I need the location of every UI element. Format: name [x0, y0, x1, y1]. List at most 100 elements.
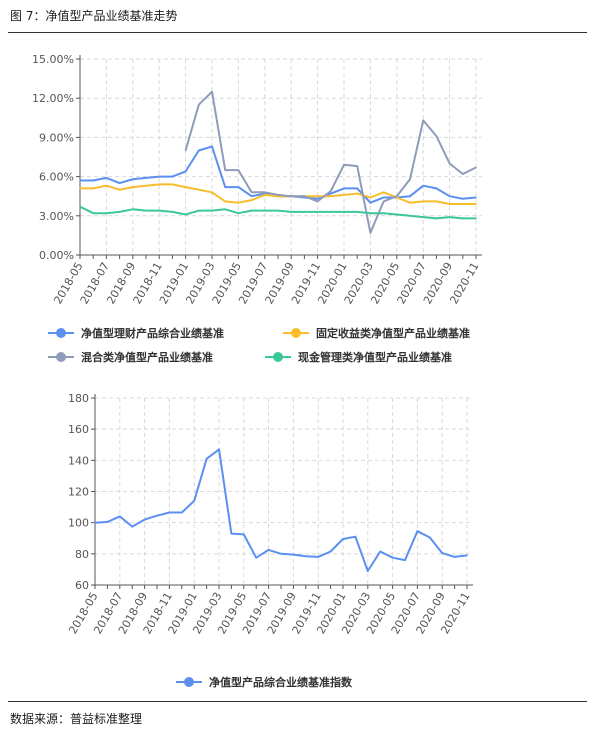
data-point	[118, 188, 121, 191]
data-point	[211, 209, 213, 212]
data-point	[79, 187, 81, 190]
data-point	[250, 195, 253, 197]
legend-marker	[273, 352, 283, 362]
data-point	[171, 175, 174, 178]
data-point	[171, 211, 174, 213]
y-tick-label: 80	[75, 548, 89, 561]
legend-label: 固定收益类净值型产品业绩基准	[316, 326, 470, 340]
data-point	[250, 191, 253, 194]
data-point	[106, 521, 109, 523]
data-point	[466, 554, 468, 557]
data-point	[416, 530, 419, 533]
data-point	[382, 212, 385, 214]
data-point	[237, 169, 240, 171]
data-point	[435, 135, 438, 137]
data-point	[224, 186, 226, 188]
y-tick-label: 100	[68, 517, 89, 530]
data-point	[79, 205, 81, 208]
data-point	[441, 552, 444, 554]
data-point	[143, 518, 146, 521]
data-point	[453, 556, 456, 558]
chart-1: 0.00%3.00%6.00%9.00%12.00%15.00%2018-052…	[32, 53, 482, 364]
data-point	[158, 175, 160, 178]
y-tick-label: 140	[68, 454, 89, 467]
data-point	[255, 556, 257, 559]
data-point	[391, 556, 394, 559]
data-point	[369, 201, 372, 204]
data-point	[422, 184, 425, 187]
data-point	[118, 211, 121, 213]
data-point	[290, 195, 293, 197]
data-point	[382, 200, 385, 203]
data-point	[250, 209, 253, 212]
data-point	[404, 559, 406, 561]
data-point	[475, 203, 477, 205]
y-tick-label: 12.00%	[32, 92, 74, 105]
data-point	[184, 213, 187, 216]
data-point	[184, 149, 187, 152]
data-point	[224, 169, 226, 171]
data-point	[342, 538, 344, 540]
data-point	[171, 183, 174, 186]
series-line-1	[94, 448, 468, 572]
data-point	[316, 198, 319, 200]
data-point	[105, 177, 108, 179]
legend-marker	[291, 328, 301, 338]
legend-marker	[184, 677, 194, 687]
data-point	[369, 231, 372, 234]
data-point	[448, 162, 451, 165]
data-point	[105, 212, 108, 214]
data-point	[132, 178, 134, 181]
data-point	[462, 198, 464, 200]
data-point	[303, 211, 306, 213]
data-point	[382, 196, 385, 199]
data-point	[356, 192, 359, 195]
legend-label: 净值型产品综合业绩基准指数	[209, 675, 353, 689]
data-point	[92, 187, 94, 190]
data-point	[211, 145, 213, 148]
data-point	[435, 200, 438, 203]
data-point	[168, 511, 171, 514]
data-point	[448, 216, 451, 218]
data-point	[475, 196, 477, 199]
data-point	[422, 119, 425, 122]
data-point	[224, 208, 226, 211]
data-point	[422, 200, 425, 203]
data-point	[409, 215, 411, 217]
data-point	[409, 195, 411, 197]
data-point	[198, 103, 200, 106]
data-point	[448, 195, 451, 197]
data-point	[435, 187, 438, 190]
data-point	[316, 195, 319, 197]
y-tick-label: 0.00%	[39, 249, 74, 262]
data-point	[396, 195, 398, 197]
data-point	[305, 555, 307, 557]
data-point	[105, 184, 108, 187]
data-point	[356, 165, 359, 167]
data-point	[292, 553, 295, 556]
data-point	[330, 211, 332, 213]
data-point	[79, 179, 81, 182]
data-point	[224, 200, 226, 203]
data-point	[230, 532, 233, 535]
data-point	[198, 188, 200, 191]
data-point	[193, 500, 195, 502]
data-point	[330, 192, 332, 195]
data-point	[462, 203, 464, 205]
data-point	[184, 186, 187, 188]
data-point	[94, 521, 96, 524]
data-point	[475, 166, 477, 169]
data-point	[343, 211, 345, 213]
data-point	[277, 194, 279, 196]
data-point	[132, 208, 134, 211]
legend-marker	[56, 328, 66, 338]
data-point	[119, 515, 121, 518]
data-point	[264, 194, 266, 196]
legend-label: 净值型理财产品综合业绩基准	[81, 326, 224, 340]
y-tick-label: 180	[68, 392, 89, 405]
data-point	[354, 535, 357, 538]
data-point	[435, 217, 438, 220]
y-tick-label: 15.00%	[32, 53, 74, 66]
data-point	[218, 448, 220, 451]
data-point	[379, 550, 382, 553]
